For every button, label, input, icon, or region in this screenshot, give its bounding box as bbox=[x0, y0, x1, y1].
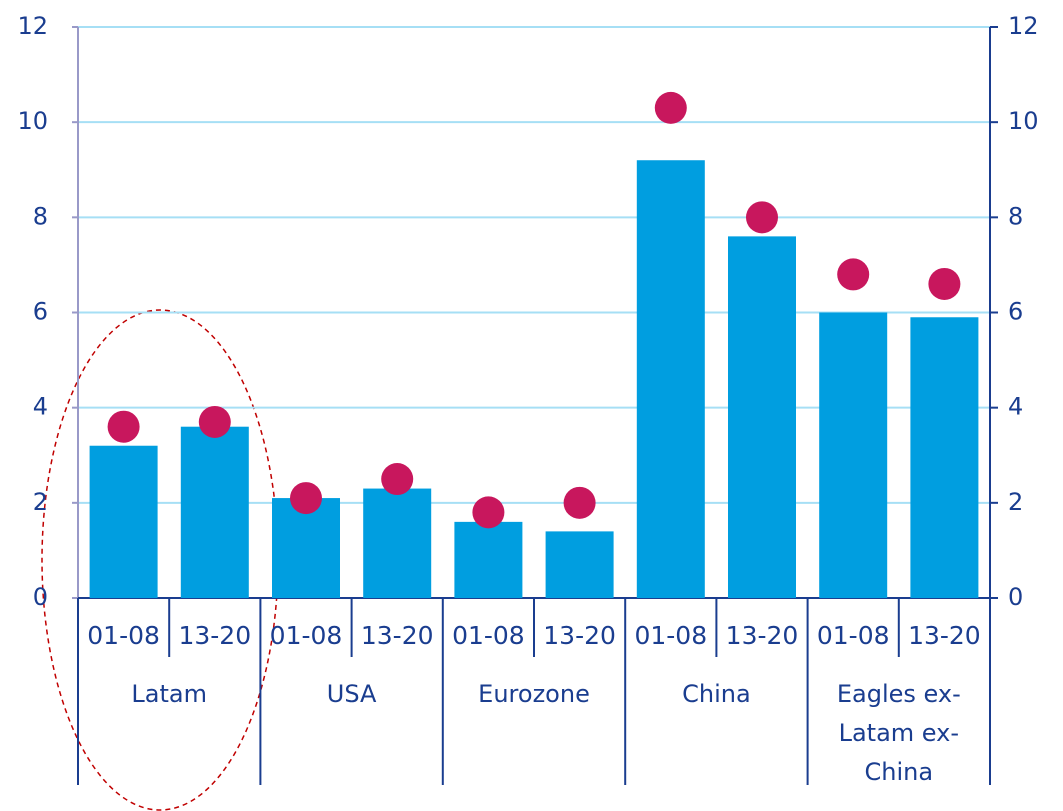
x-tick-label: 13-20 bbox=[543, 621, 616, 650]
x-tick-label: 01-08 bbox=[270, 621, 343, 650]
y-tick-label: 12 bbox=[17, 12, 48, 40]
bar bbox=[89, 445, 158, 598]
dot bbox=[198, 405, 231, 438]
group-label: USA bbox=[327, 680, 377, 708]
group-label: Latam ex- bbox=[839, 719, 959, 747]
x-tick-label: 13-20 bbox=[178, 621, 251, 650]
y-tick-label: 0 bbox=[33, 583, 48, 611]
dot bbox=[107, 410, 140, 443]
dot bbox=[837, 258, 870, 291]
x-tick-label: 13-20 bbox=[908, 621, 981, 650]
x-tick-label: 13-20 bbox=[726, 621, 799, 650]
dot bbox=[563, 486, 596, 519]
group-label: Eagles ex- bbox=[837, 680, 961, 708]
y2-tick-label: 12 bbox=[1008, 12, 1039, 40]
group-label: China bbox=[682, 680, 751, 708]
group-label: Latam bbox=[131, 680, 207, 708]
dot bbox=[472, 496, 505, 529]
y2-tick-label: 2 bbox=[1008, 488, 1023, 516]
y-tick-label: 6 bbox=[33, 298, 48, 326]
bar bbox=[545, 531, 614, 598]
dot bbox=[746, 201, 778, 234]
bar bbox=[636, 160, 705, 598]
x-tick-label: 01-08 bbox=[87, 621, 160, 650]
group-label: Eurozone bbox=[478, 680, 590, 708]
bar bbox=[819, 312, 888, 598]
x-tick-label: 01-08 bbox=[452, 621, 525, 650]
x-tick-label: 01-08 bbox=[634, 621, 707, 650]
y-tick-label: 4 bbox=[33, 393, 48, 421]
bar bbox=[728, 236, 796, 598]
dot bbox=[290, 482, 322, 515]
y-tick-label: 8 bbox=[33, 202, 48, 230]
bar bbox=[272, 498, 340, 598]
dot bbox=[928, 267, 961, 300]
y2-tick-label: 10 bbox=[1008, 107, 1039, 135]
x-tick-label: 01-08 bbox=[817, 621, 890, 650]
bar bbox=[180, 426, 249, 598]
y2-tick-label: 0 bbox=[1008, 583, 1023, 611]
y2-tick-label: 8 bbox=[1008, 202, 1023, 230]
x-tick-label: 13-20 bbox=[361, 621, 434, 650]
bar bbox=[363, 488, 432, 598]
group-label: China bbox=[865, 758, 934, 786]
bar bbox=[910, 317, 979, 598]
y2-tick-label: 4 bbox=[1008, 393, 1023, 421]
dot bbox=[381, 463, 414, 496]
y-tick-label: 10 bbox=[17, 107, 48, 135]
bar bbox=[454, 521, 523, 598]
dot bbox=[654, 91, 687, 124]
y-tick-label: 2 bbox=[33, 488, 48, 516]
y2-tick-label: 6 bbox=[1008, 298, 1023, 326]
